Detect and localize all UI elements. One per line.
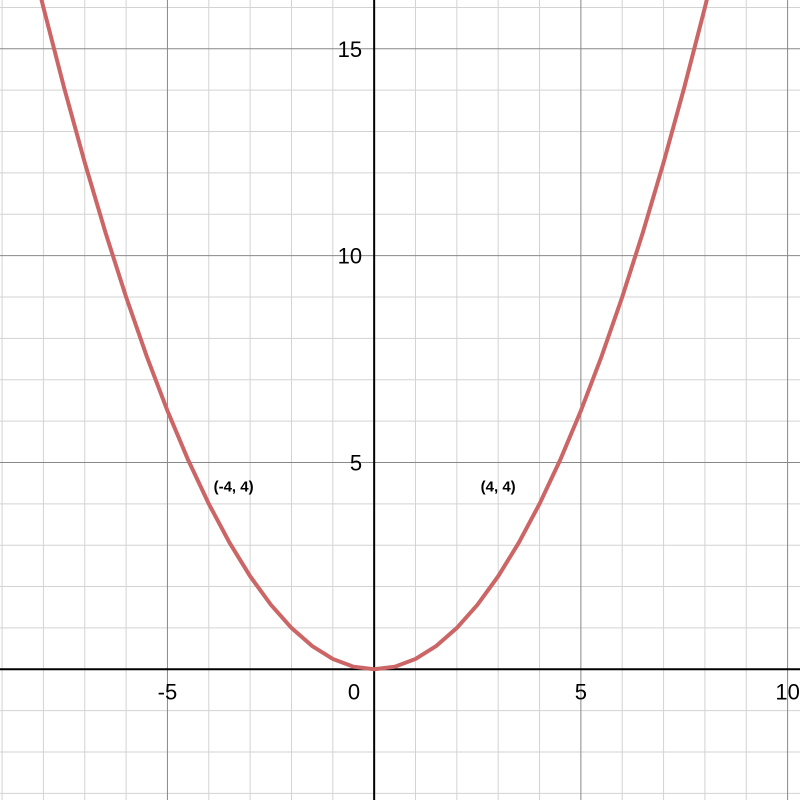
y-tick-label: 15 (338, 37, 362, 62)
point-annotation: (-4, 4) (214, 478, 254, 495)
x-tick-label: 0 (348, 679, 360, 704)
y-tick-label: 5 (350, 450, 362, 475)
x-tick-label: 10 (775, 679, 799, 704)
x-tick-label: 5 (575, 679, 587, 704)
point-annotation: (4, 4) (481, 478, 516, 495)
parabola-chart: -5 0 5 10 5 10 15 (-4, 4) (4, 4) (0, 0, 800, 800)
chart-svg: -5 0 5 10 5 10 15 (-4, 4) (4, 4) (0, 0, 800, 800)
y-tick-label: 10 (338, 244, 362, 269)
x-tick-label: -5 (158, 679, 178, 704)
